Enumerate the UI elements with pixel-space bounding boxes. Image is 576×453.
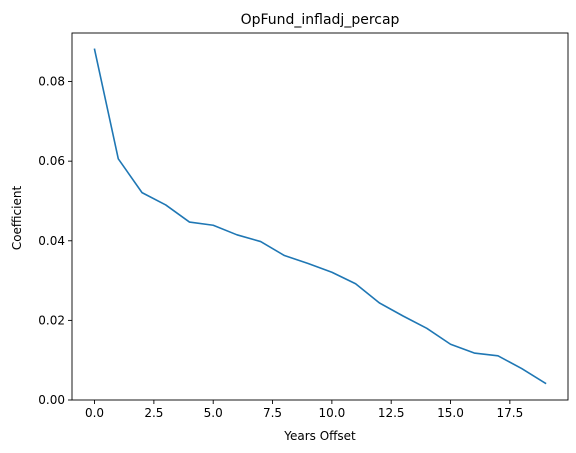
x-axis-label: Years Offset <box>283 429 356 443</box>
data-point <box>212 224 214 226</box>
data-point <box>426 328 428 330</box>
data-point <box>165 204 167 206</box>
data-point <box>307 263 309 265</box>
y-tick-label: 0.04 <box>38 234 65 248</box>
y-tick-label: 0.06 <box>38 154 65 168</box>
data-point <box>94 49 96 51</box>
data-point <box>189 221 191 223</box>
data-point <box>473 352 475 354</box>
y-tick-label: 0.02 <box>38 313 65 327</box>
data-point <box>284 255 286 257</box>
data-point <box>402 315 404 317</box>
data-point <box>117 158 119 160</box>
x-tick-label: 5.0 <box>204 406 223 420</box>
data-point <box>450 343 452 345</box>
y-tick-label: 0.08 <box>38 75 65 89</box>
x-tick-label: 2.5 <box>144 406 163 420</box>
y-tick-label: 0.00 <box>38 393 65 407</box>
x-tick-label: 7.5 <box>263 406 282 420</box>
data-point <box>545 382 547 384</box>
x-tick-label: 0.0 <box>85 406 104 420</box>
x-tick-label: 12.5 <box>378 406 405 420</box>
y-axis-label: Coefficient <box>10 186 24 251</box>
data-point <box>331 271 333 273</box>
plot-area: 0.0 2.5 5.0 7.5 10.0 12.5 15.0 17.5 0.00 0.02 0.04… <box>38 32 569 420</box>
data-point <box>379 302 381 304</box>
data-point <box>141 192 143 194</box>
axes-frame <box>71 32 569 401</box>
data-point <box>236 234 238 236</box>
x-tick-label: 10.0 <box>319 406 346 420</box>
series-line-0 <box>93 48 547 385</box>
x-tick-label: 15.0 <box>437 406 464 420</box>
x-tick-label: 17.5 <box>496 406 523 420</box>
data-point <box>260 241 262 243</box>
data-point <box>521 368 523 370</box>
data-point <box>497 355 499 357</box>
data-point <box>355 283 357 285</box>
chart-title: OpFund_infladj_percap <box>241 12 400 28</box>
